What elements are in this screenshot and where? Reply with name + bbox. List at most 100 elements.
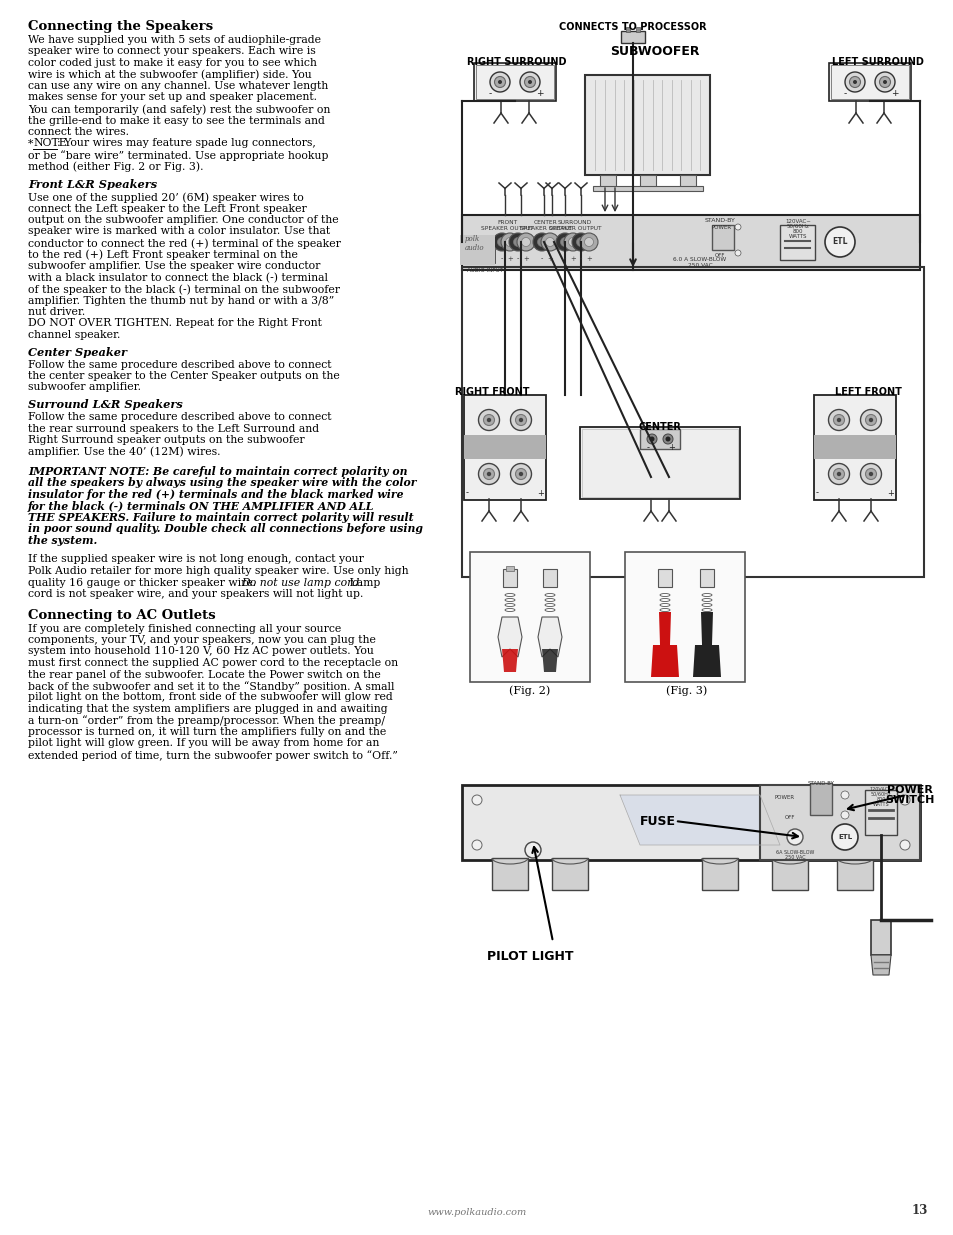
Text: output on the subwoofer amplifier. One conductor of the: output on the subwoofer amplifier. One c… xyxy=(28,215,338,225)
Text: 120VAC~: 120VAC~ xyxy=(868,787,892,792)
Text: the system.: the system. xyxy=(28,535,97,546)
Circle shape xyxy=(505,237,514,247)
Circle shape xyxy=(860,410,881,431)
Text: LEFT FRONT: LEFT FRONT xyxy=(834,387,901,396)
Text: can use any wire on any channel. Use whatever length: can use any wire on any channel. Use wha… xyxy=(28,82,328,91)
Circle shape xyxy=(478,410,499,431)
Text: +: + xyxy=(890,89,898,98)
Text: Connecting the Speakers: Connecting the Speakers xyxy=(28,20,213,33)
Text: THE SPEAKERS. Failure to maintain correct polarity will result: THE SPEAKERS. Failure to maintain correc… xyxy=(28,513,414,522)
Text: OFF: OFF xyxy=(783,815,794,820)
Circle shape xyxy=(833,415,843,426)
Bar xyxy=(461,785,919,860)
Polygon shape xyxy=(700,613,712,677)
Circle shape xyxy=(490,72,510,91)
Circle shape xyxy=(786,829,802,845)
Text: subwoofer amplifier. Use the speaker wire conductor: subwoofer amplifier. Use the speaker wir… xyxy=(28,261,320,270)
Text: Front L&R Speakers: Front L&R Speakers xyxy=(28,179,157,190)
Circle shape xyxy=(509,233,526,251)
Text: Surround L&R Speakers: Surround L&R Speakers xyxy=(28,399,183,410)
Bar xyxy=(463,435,545,459)
Text: You can temporarily (and safely) rest the subwoofer on: You can temporarily (and safely) rest th… xyxy=(28,104,330,115)
Text: nut driver.: nut driver. xyxy=(28,308,85,317)
Text: the rear surround speakers to the Left Surround and: the rear surround speakers to the Left S… xyxy=(28,424,319,433)
Text: CONNECTS TO PROCESSOR: CONNECTS TO PROCESSOR xyxy=(558,22,706,32)
Text: (Fig. 3): (Fig. 3) xyxy=(666,685,707,695)
Text: the rear panel of the subwoofer. Locate the Power switch on the: the rear panel of the subwoofer. Locate … xyxy=(28,669,380,679)
Text: *: * xyxy=(28,138,33,148)
Text: Use one of the supplied 20’ (6M) speaker wires to: Use one of the supplied 20’ (6M) speaker… xyxy=(28,191,303,203)
Circle shape xyxy=(472,840,481,850)
Text: 13: 13 xyxy=(911,1204,927,1216)
Bar xyxy=(701,858,738,890)
Text: NOTE: NOTE xyxy=(33,138,67,148)
Circle shape xyxy=(864,415,876,426)
Circle shape xyxy=(515,415,526,426)
Text: 6.0 A SLOW-BLOW: 6.0 A SLOW-BLOW xyxy=(673,257,726,262)
Circle shape xyxy=(560,237,569,247)
Circle shape xyxy=(489,252,492,254)
Bar xyxy=(542,569,557,587)
Text: FUSE: FUSE xyxy=(639,815,676,827)
Text: Lamp: Lamp xyxy=(346,578,380,588)
Text: +: + xyxy=(547,254,553,263)
Bar xyxy=(470,552,589,682)
Text: If the supplied speaker wire is not long enough, contact your: If the supplied speaker wire is not long… xyxy=(28,555,363,564)
Circle shape xyxy=(527,80,532,84)
Circle shape xyxy=(486,257,488,259)
Text: ETL: ETL xyxy=(831,237,847,247)
Text: cord is not speaker wire, and your speakers will not light up.: cord is not speaker wire, and your speak… xyxy=(28,589,363,599)
Text: 6A SLOW-BLOW: 6A SLOW-BLOW xyxy=(775,850,813,855)
Text: -: - xyxy=(500,254,502,263)
Text: extended period of time, turn the subwoofer power switch to “Off.”: extended period of time, turn the subwoo… xyxy=(28,750,397,761)
Circle shape xyxy=(519,72,539,91)
Bar xyxy=(461,215,919,270)
Text: 800: 800 xyxy=(876,797,884,802)
Text: www.polkaudio.com: www.polkaudio.com xyxy=(427,1208,526,1216)
Circle shape xyxy=(665,436,670,441)
Circle shape xyxy=(868,417,872,422)
Circle shape xyxy=(483,468,494,479)
Circle shape xyxy=(476,257,477,259)
Text: insulator for the red (+) terminals and the black marked wire: insulator for the red (+) terminals and … xyxy=(28,489,403,500)
Circle shape xyxy=(836,472,841,477)
Text: SUBWOOFER: SUBWOOFER xyxy=(610,44,699,58)
Text: quality 16 gauge or thicker speaker wire.: quality 16 gauge or thicker speaker wire… xyxy=(28,578,259,588)
Text: pilot light on the bottom, front side of the subwoofer will glow red: pilot light on the bottom, front side of… xyxy=(28,693,393,703)
Bar xyxy=(476,65,554,99)
Circle shape xyxy=(482,257,485,259)
Circle shape xyxy=(836,417,841,422)
Text: SURROUND
SPEAKER OUTPUT: SURROUND SPEAKER OUTPUT xyxy=(548,220,600,231)
Polygon shape xyxy=(692,645,704,677)
Circle shape xyxy=(882,80,886,84)
Circle shape xyxy=(860,463,881,484)
Text: in poor sound quality. Double check all connections before using: in poor sound quality. Double check all … xyxy=(28,524,422,535)
Text: : Your wires may feature spade lug connectors,: : Your wires may feature spade lug conne… xyxy=(57,138,315,148)
Text: method (either Fig. 2 or Fig. 3).: method (either Fig. 2 or Fig. 3). xyxy=(28,162,203,172)
Text: AUDIO INPUT: AUDIO INPUT xyxy=(467,268,502,273)
Text: a turn-on “order” from the preamp/processor. When the preamp/: a turn-on “order” from the preamp/proces… xyxy=(28,715,385,726)
Circle shape xyxy=(518,417,522,422)
Circle shape xyxy=(486,417,491,422)
Circle shape xyxy=(478,252,481,254)
Text: -: - xyxy=(579,254,581,263)
Bar xyxy=(599,175,616,186)
Circle shape xyxy=(476,252,477,254)
Circle shape xyxy=(510,463,531,484)
Circle shape xyxy=(513,237,522,247)
Text: components, your TV, and your speakers, now you can plug the: components, your TV, and your speakers, … xyxy=(28,635,375,645)
Text: IMPORTANT NOTE: Be careful to maintain correct polarity on: IMPORTANT NOTE: Be careful to maintain c… xyxy=(28,466,407,477)
Text: 250 VAC: 250 VAC xyxy=(687,263,712,268)
Bar xyxy=(474,63,556,101)
Text: Center Speaker: Center Speaker xyxy=(28,347,127,357)
Circle shape xyxy=(524,77,535,88)
Circle shape xyxy=(572,233,589,251)
Text: pilot light will glow green. If you will be away from home for an: pilot light will glow green. If you will… xyxy=(28,739,379,748)
Circle shape xyxy=(874,72,894,91)
Text: all the speakers by always using the speaker wire with the color: all the speakers by always using the spe… xyxy=(28,478,416,489)
Bar xyxy=(639,429,679,450)
Circle shape xyxy=(576,237,585,247)
Text: Follow the same procedure described above to connect: Follow the same procedure described abov… xyxy=(28,359,331,369)
Polygon shape xyxy=(501,650,517,672)
Bar xyxy=(579,427,740,499)
